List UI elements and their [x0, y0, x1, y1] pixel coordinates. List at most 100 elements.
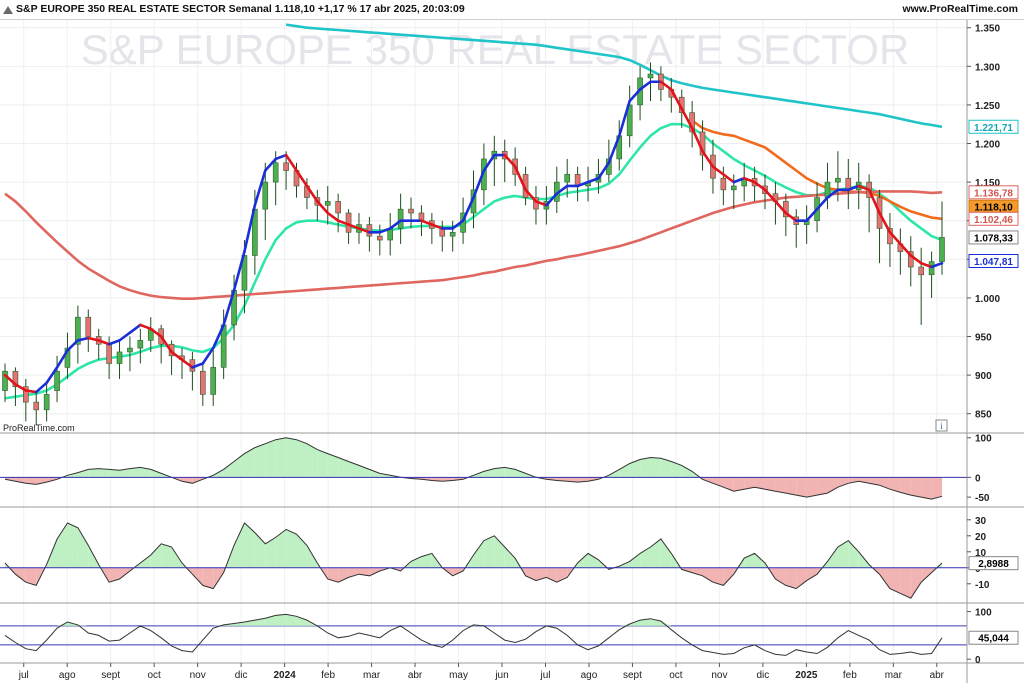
area-fill	[15, 477, 26, 484]
fast-ma-segment	[722, 173, 736, 184]
candle-body	[200, 370, 206, 395]
value-badge	[968, 230, 1019, 245]
fast-ma-segment	[597, 161, 611, 180]
fast-ma-segment	[451, 219, 465, 230]
candle-body	[33, 401, 40, 411]
oscillator-line	[4, 522, 943, 599]
candle-body	[647, 73, 654, 79]
area-fill	[140, 555, 151, 568]
fast-ma-segment	[243, 203, 257, 253]
fast-ma-segment	[222, 288, 236, 327]
area-fill	[650, 457, 661, 478]
x-tick-label: jun	[494, 670, 508, 681]
overbought-fill	[660, 621, 672, 626]
y-tick-label: 950	[975, 333, 992, 344]
moving-average-line	[285, 23, 943, 129]
fast-ma-segment	[232, 250, 246, 292]
area-fill	[712, 567, 724, 586]
value-badge	[968, 211, 1019, 226]
area-fill	[796, 477, 807, 498]
candle-body	[54, 370, 60, 391]
fast-ma-segment	[534, 200, 548, 207]
fast-ma-segment	[742, 176, 756, 184]
x-tick-label: 2024	[273, 670, 296, 681]
area-fill	[77, 469, 89, 478]
area-fill	[577, 477, 589, 483]
fast-ma-segment	[846, 184, 861, 192]
fast-ma-segment	[701, 149, 715, 168]
area-fill	[150, 469, 162, 478]
area-fill	[785, 477, 797, 496]
value-badge-label: 1.118,10	[974, 203, 1013, 214]
value-badge	[968, 119, 1019, 134]
fast-ma-segment	[357, 227, 371, 234]
area-fill	[754, 553, 766, 568]
fast-ma-segment	[482, 153, 496, 172]
area-fill	[234, 453, 245, 478]
fast-ma-segment	[732, 176, 746, 184]
fast-ma-segment	[784, 211, 798, 223]
overbought-fill	[275, 614, 287, 626]
x-tick-label: feb	[321, 670, 335, 681]
x-tick-label: mar	[885, 670, 903, 681]
candle-body	[272, 162, 279, 183]
area-fill	[275, 437, 287, 478]
site-link[interactable]: www.ProRealTime.com	[902, 3, 1018, 15]
fast-ma-segment	[159, 335, 173, 354]
fast-ma-segment	[857, 184, 871, 192]
candle-body	[75, 316, 81, 345]
area-fill	[411, 556, 422, 568]
fast-ma-segment	[503, 153, 517, 168]
area-fill	[879, 567, 890, 589]
x-tick-label: feb	[843, 670, 857, 681]
area-fill	[515, 469, 526, 478]
candle-body	[43, 394, 50, 411]
fast-ma-segment	[680, 107, 694, 130]
oscillator-line	[4, 613, 943, 656]
candle-body	[449, 231, 456, 237]
fast-ma-segment	[638, 80, 652, 91]
x-tick-label: sept	[101, 670, 120, 681]
x-tick-label: nov	[190, 670, 206, 681]
fast-ma-segment	[45, 366, 59, 385]
svg-text:i: i	[940, 421, 943, 431]
chart-canvas[interactable]: S&P EUROPE 350 REAL ESTATE SECTOR 850 900…	[0, 20, 1024, 683]
value-badge-label: 2,8988	[978, 559, 1009, 570]
candle-body	[907, 251, 914, 268]
area-fill	[254, 443, 266, 478]
area-fill	[629, 553, 641, 568]
candle-body	[939, 237, 945, 262]
area-fill	[848, 477, 859, 484]
area-fill	[671, 461, 682, 478]
area-fill	[827, 477, 838, 494]
area-fill	[889, 477, 901, 493]
fast-ma-segment	[774, 200, 788, 215]
x-tick-label: abr	[408, 670, 423, 681]
area-fill	[129, 467, 141, 478]
info-icon[interactable]: i	[935, 419, 948, 432]
area-fill	[567, 477, 578, 483]
fast-ma-segment	[461, 196, 475, 223]
fast-ma-segment	[149, 327, 163, 338]
oscillator-3-line	[0, 613, 967, 656]
area-fill	[265, 537, 276, 568]
fast-ma-segment	[170, 350, 184, 361]
fast-ma-segment	[347, 223, 361, 230]
candle-body	[324, 201, 331, 206]
fast-ma-segment	[513, 165, 527, 192]
area-fill	[494, 535, 505, 568]
credit-label: ProRealTime.com	[3, 423, 75, 433]
overbought-fill	[254, 618, 266, 626]
fast-ma-segment	[180, 358, 194, 369]
candle-body	[262, 181, 269, 210]
fast-ma-segment	[305, 184, 319, 203]
area-fill	[286, 437, 297, 478]
fast-ma-segment	[284, 153, 298, 172]
value-badge	[968, 630, 1019, 645]
candle-body	[12, 370, 19, 387]
moving-average-line	[4, 122, 943, 400]
fast-ma-segment	[690, 126, 704, 153]
area-fill	[109, 469, 120, 478]
area-fill	[57, 523, 68, 568]
area-fill	[181, 477, 193, 484]
